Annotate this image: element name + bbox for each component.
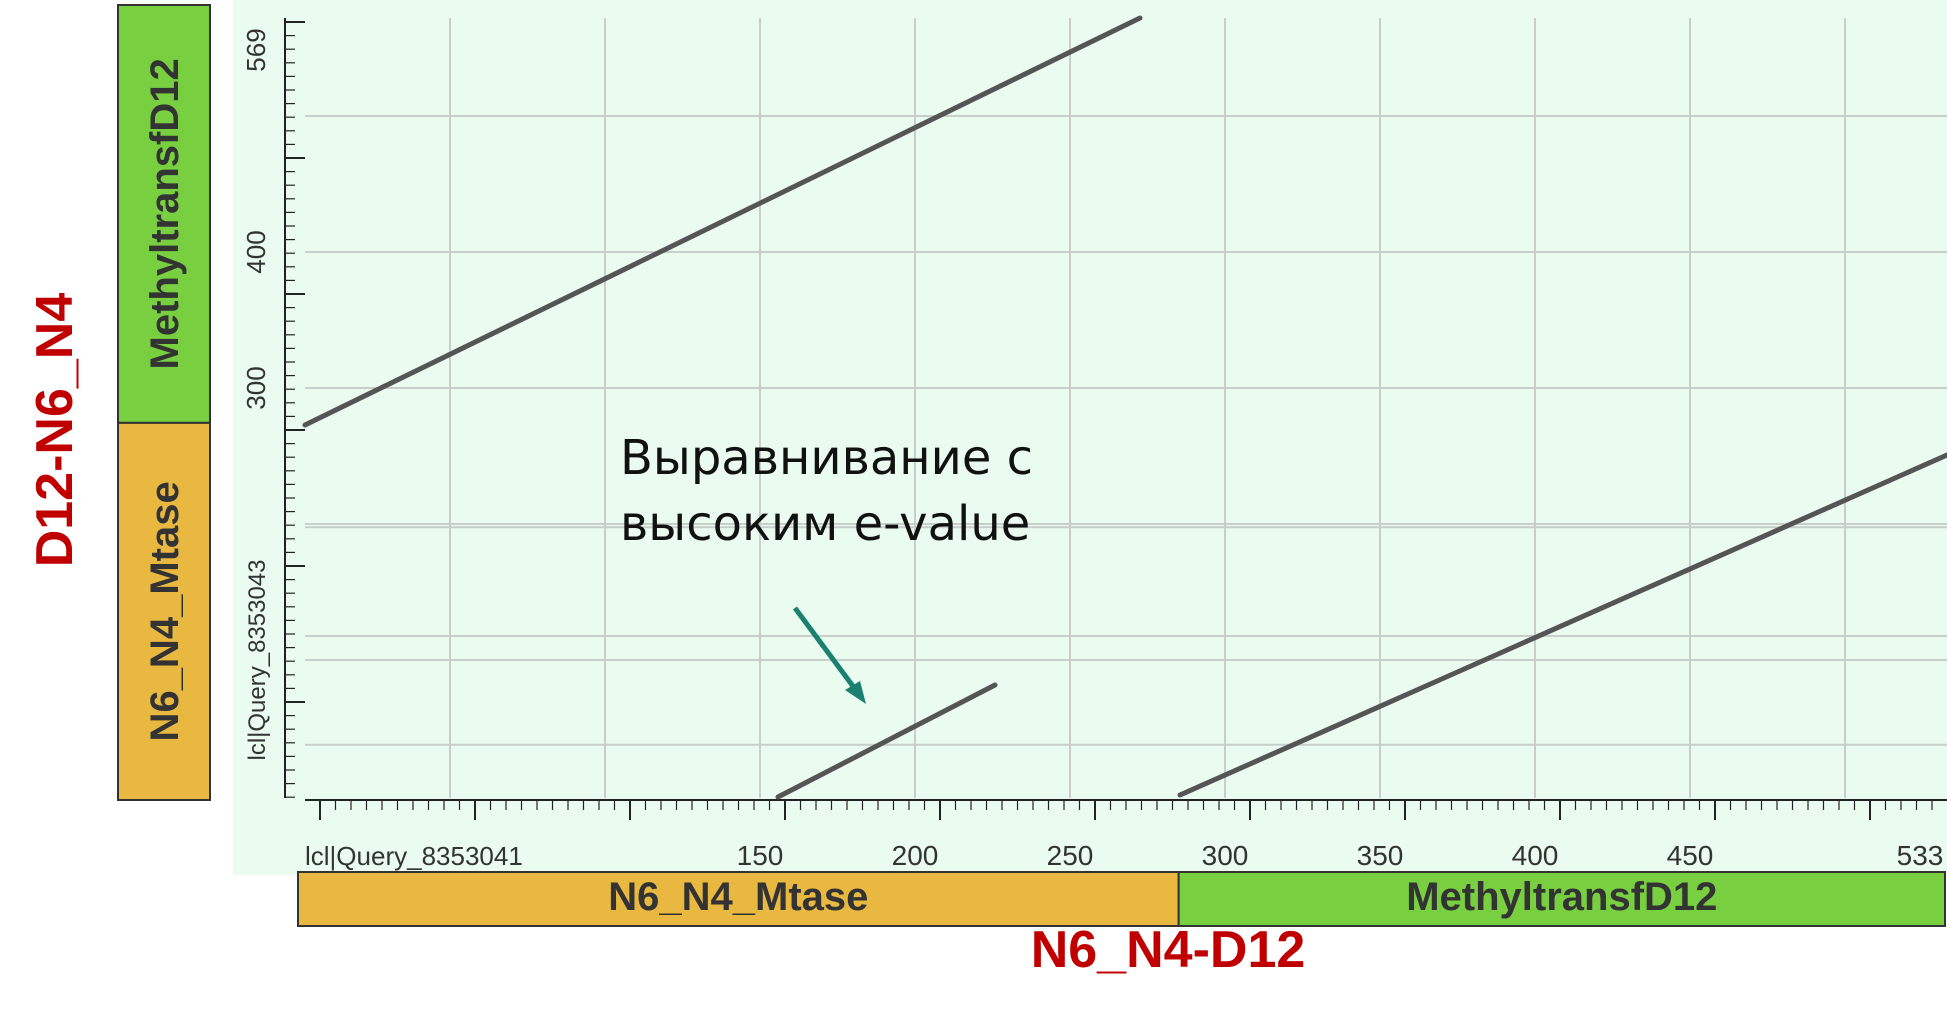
x-tick-label: 450 bbox=[1667, 840, 1714, 871]
y-domain-label: N6_N4_Mtase bbox=[143, 481, 187, 741]
x-tick-label: 200 bbox=[892, 840, 939, 871]
y-domain-bar bbox=[117, 4, 211, 424]
y-domain-label: MethyltransfD12 bbox=[143, 58, 187, 369]
x-tick-label: 300 bbox=[1202, 840, 1249, 871]
annotation-line-1: Выравнивание с bbox=[620, 430, 1034, 486]
alignment-segment bbox=[1177, 452, 1947, 798]
y-domain-bar bbox=[117, 421, 211, 801]
x-tick-label: 350 bbox=[1357, 840, 1404, 871]
y-tick-label: 300 bbox=[241, 366, 271, 409]
alignment-segment bbox=[302, 15, 1143, 428]
y-axis-label: lcl|Query_8353043 bbox=[244, 559, 271, 760]
x-domain-label: MethyltransfD12 bbox=[1406, 875, 1717, 919]
x-tick-label: 533 bbox=[1897, 840, 1944, 871]
x-tick-label: 400 bbox=[1512, 840, 1559, 871]
x-tick-label: 250 bbox=[1047, 840, 1094, 871]
annotation-line-2: высоким e-value bbox=[620, 496, 1031, 552]
annotation-arrow bbox=[792, 606, 861, 695]
x-domain-bar bbox=[1177, 871, 1946, 927]
annotation-text: Выравнивание с высоким e-value bbox=[620, 425, 1033, 557]
y-tick-label: 400 bbox=[241, 230, 271, 273]
y-tick-label: 569 bbox=[241, 28, 271, 71]
x-axis-title: N6_N4-D12 bbox=[1030, 921, 1306, 979]
plot-background bbox=[233, 0, 1947, 875]
y-axis-title: D12-N6_N4 bbox=[26, 292, 84, 568]
x-domain-label: N6_N4_Mtase bbox=[608, 875, 868, 919]
x-axis-label: lcl|Query_8353041 bbox=[305, 841, 523, 871]
x-tick-label: 150 bbox=[737, 840, 784, 871]
alignment-segment bbox=[775, 682, 998, 800]
annotation-arrowhead bbox=[845, 681, 866, 704]
